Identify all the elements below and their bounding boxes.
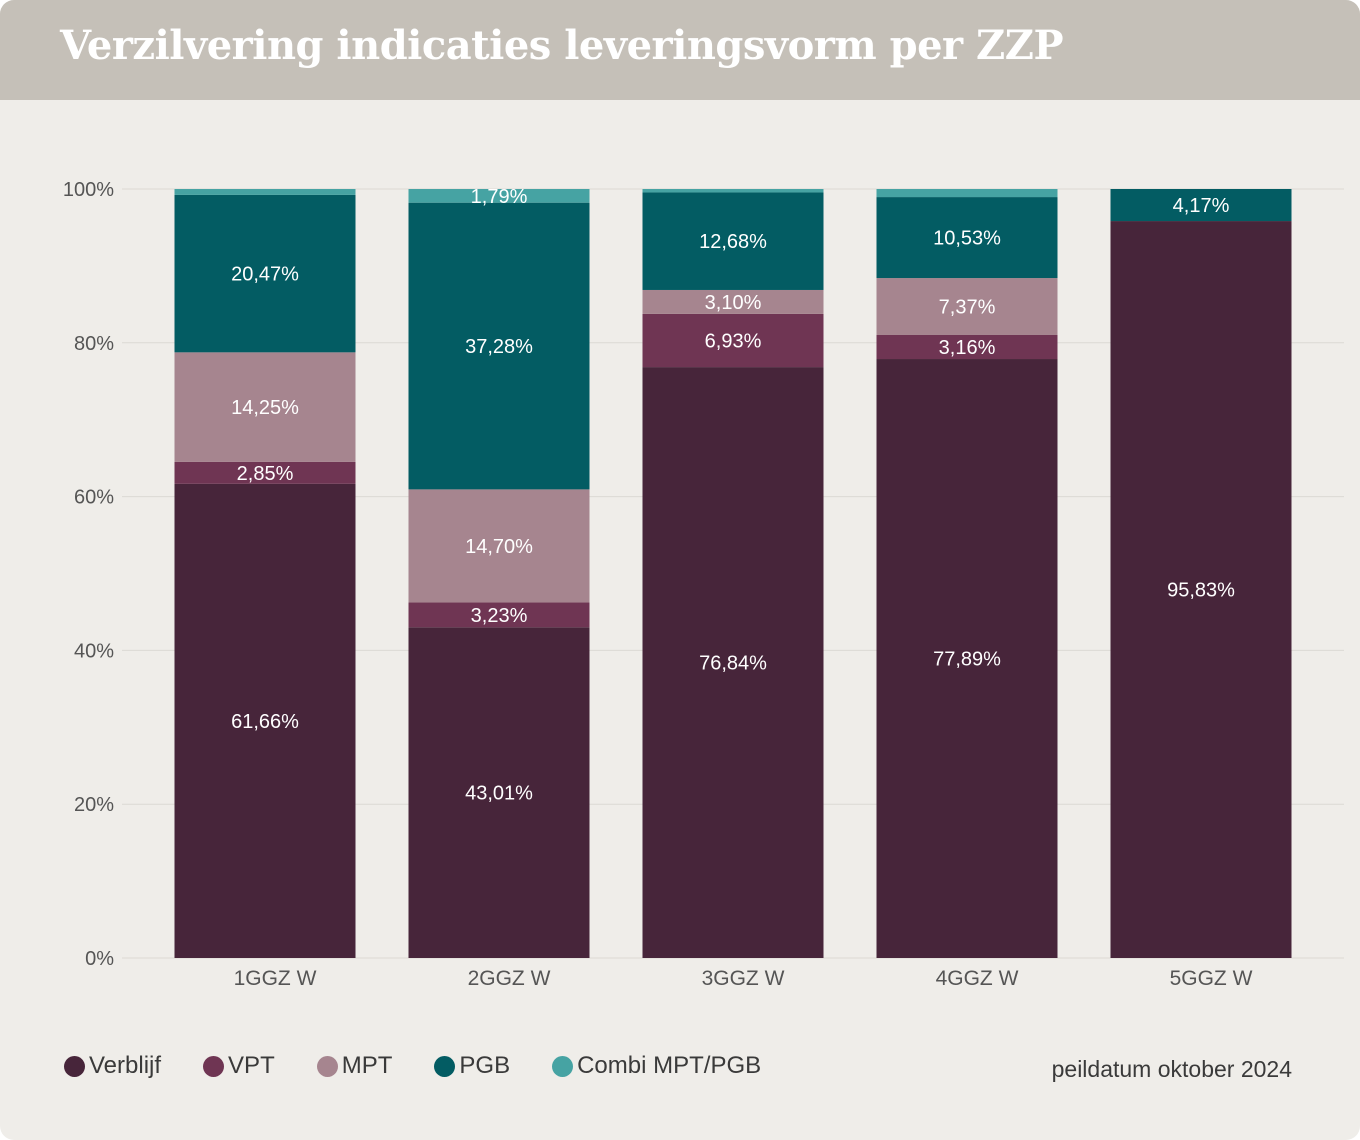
bar-segment	[642, 189, 824, 193]
reference-date-note: peildatum oktober 2024	[1051, 1056, 1292, 1082]
header-bar: Verzilvering indicaties leveringsvorm pe…	[0, 0, 1360, 100]
chart-title: Verzilvering indicaties leveringsvorm pe…	[60, 22, 1064, 69]
bar-segment	[408, 489, 590, 603]
x-tick-label: 3GGZ W	[702, 967, 785, 990]
legend-label-mpt: MPT	[341, 1052, 393, 1079]
x-tick-label: 1GGZ W	[234, 967, 317, 990]
legend-item-verblijf: Verblijf	[64, 1052, 161, 1080]
legend-item-vpt: VPT	[203, 1052, 275, 1080]
legend: Verblijf VPT MPT PGB Combi MPT/PGB	[64, 1052, 803, 1080]
bar-segment	[876, 359, 1058, 959]
data-label: 3,23%	[471, 605, 528, 627]
data-label: 12,68%	[699, 231, 767, 253]
y-tick-label: 100%	[63, 179, 114, 201]
data-label: 61,66%	[231, 711, 299, 733]
bar-segment	[408, 202, 590, 490]
data-label: 7,37%	[939, 296, 996, 318]
data-label: 14,70%	[465, 536, 533, 558]
x-tick-label: 4GGZ W	[936, 967, 1019, 990]
bar-segment	[642, 367, 824, 958]
bar-segment	[174, 352, 356, 462]
bar-segment	[1110, 221, 1292, 958]
bar-segment	[876, 197, 1058, 279]
bar-segment	[642, 313, 824, 368]
data-label: 10,53%	[933, 228, 1001, 250]
y-tick-label: 40%	[74, 640, 114, 662]
legend-swatch-combi	[552, 1055, 574, 1077]
bar-segment	[408, 189, 590, 203]
bar-segment	[174, 194, 356, 353]
bar-segment	[642, 289, 824, 314]
legend-swatch-verblijf	[64, 1055, 85, 1077]
data-label: 3,10%	[705, 292, 762, 314]
bar-segment	[642, 192, 824, 290]
legend-label-combi: Combi MPT/PGB	[577, 1052, 762, 1079]
legend-label-verblijf: Verblijf	[89, 1052, 162, 1079]
legend-item-mpt: MPT	[316, 1052, 393, 1080]
bar-segment	[174, 461, 356, 484]
legend-swatch-mpt	[316, 1055, 338, 1077]
bar-segment	[1110, 189, 1292, 222]
legend-label-pgb: PGB	[459, 1052, 511, 1079]
x-tick-label: 5GGZ W	[1170, 967, 1253, 990]
bar-segment	[174, 189, 356, 195]
bar-segment	[876, 278, 1058, 335]
data-label: 2,85%	[237, 463, 294, 485]
data-label: 43,01%	[465, 783, 533, 805]
bar-segment	[174, 483, 356, 958]
legend-item-combi: Combi MPT/PGB	[552, 1052, 761, 1080]
data-label: 37,28%	[465, 336, 533, 358]
data-label: 6,93%	[705, 330, 762, 352]
data-label: 76,84%	[699, 653, 767, 675]
bar-segment	[408, 627, 590, 958]
y-tick-label: 60%	[74, 487, 114, 509]
legend-label-vpt: VPT	[228, 1052, 275, 1079]
x-tick-label: 2GGZ W	[468, 967, 551, 990]
y-tick-label: 20%	[74, 794, 114, 816]
y-tick-label: 0%	[85, 948, 114, 970]
data-label: 14,25%	[231, 397, 299, 419]
legend-swatch-pgb	[434, 1055, 456, 1077]
legend-swatch-vpt	[203, 1055, 225, 1077]
data-label: 1,79%	[471, 186, 528, 208]
bar-segment	[408, 602, 590, 628]
data-label: 3,16%	[939, 337, 996, 359]
y-tick-label: 80%	[74, 333, 114, 355]
data-label: 95,83%	[1167, 580, 1235, 602]
bar-segment	[876, 189, 1058, 198]
bar-segment	[876, 334, 1058, 360]
legend-item-pgb: PGB	[434, 1052, 510, 1080]
data-label: 20,47%	[231, 264, 299, 286]
data-label: 4,17%	[1173, 195, 1230, 217]
data-label: 77,89%	[933, 649, 1001, 671]
